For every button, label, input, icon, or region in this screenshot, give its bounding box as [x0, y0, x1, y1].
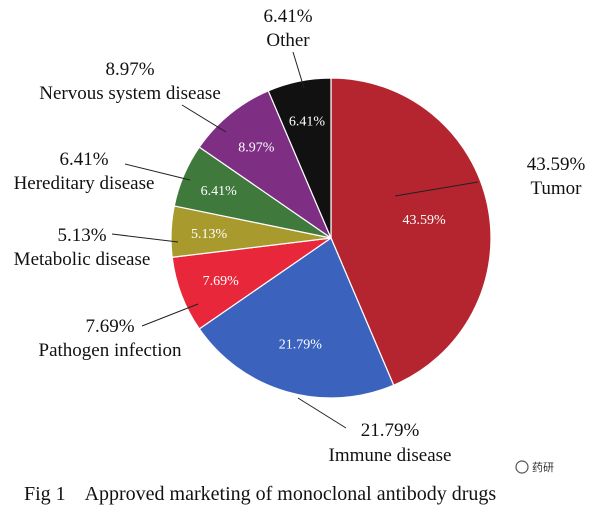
- slice-percent-label-other: 6.41%: [263, 6, 312, 27]
- slice-percent-label-pathogen-infection: 7.69%: [85, 316, 134, 337]
- slice-labels: 43.59% 43.59% Tumor 21.79% 21.79% Immune dise…: [14, 6, 586, 466]
- slice-category-label-metabolic-disease: Metabolic disease: [14, 249, 151, 270]
- slice-category-label-hereditary-disease: Hereditary disease: [14, 173, 155, 194]
- leader-line-other: [292, 51, 305, 89]
- slice-percent-label-metabolic-disease: 5.13%: [57, 225, 106, 246]
- watermark-logo: 药研: [515, 460, 554, 474]
- slice-inner-label-metabolic-disease: 5.13%: [191, 227, 228, 242]
- leader-line-pathogen-infection: [141, 303, 199, 327]
- watermark-icon: [515, 460, 529, 474]
- slice-inner-label-hereditary-disease: 6.41%: [201, 184, 238, 199]
- slice-inner-label-tumor: 43.59%: [402, 213, 446, 228]
- leader-line-immune-disease: [297, 397, 347, 429]
- pie-slice-tumor: [330, 77, 492, 387]
- slice-category-label-immune-disease: Immune disease: [329, 445, 452, 466]
- leader-line-tumor: [394, 181, 479, 197]
- slice-percent-label-immune-disease: 21.79%: [361, 420, 420, 441]
- slice-category-label-pathogen-infection: Pathogen infection: [39, 340, 182, 361]
- leader-line-hereditary-disease: [124, 163, 191, 181]
- watermark-text: 药研: [532, 461, 554, 474]
- pie-slices: [170, 77, 492, 399]
- pie-slice-other: [267, 77, 332, 239]
- pie-slice-nervous-system-disease: [198, 90, 333, 240]
- slice-percent-label-tumor: 43.59%: [527, 154, 586, 175]
- figure-caption: Fig 1 Approved marketing of monoclonal a…: [24, 483, 496, 505]
- slice-inner-label-pathogen-infection: 7.69%: [203, 274, 240, 289]
- leader-line-nervous-system-disease: [181, 104, 227, 133]
- leader-line-metabolic-disease: [111, 233, 179, 243]
- slice-percent-label-hereditary-disease: 6.41%: [59, 149, 108, 170]
- slice-percent-label-nervous-system-disease: 8.97%: [105, 59, 154, 80]
- pie-slice-immune-disease: [198, 237, 395, 399]
- leader-lines: [111, 51, 479, 429]
- slice-category-label-other: Other: [266, 30, 310, 51]
- slice-inner-label-immune-disease: 21.79%: [279, 338, 323, 353]
- slice-inner-label-nervous-system-disease: 8.97%: [238, 141, 275, 156]
- slice-inner-label-other: 6.41%: [289, 114, 326, 129]
- slice-category-label-tumor: Tumor: [530, 178, 582, 199]
- slice-category-label-nervous-system-disease: Nervous system disease: [39, 83, 221, 104]
